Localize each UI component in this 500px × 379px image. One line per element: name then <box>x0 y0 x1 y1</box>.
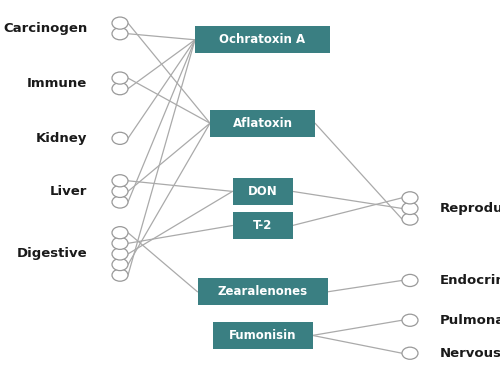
Circle shape <box>112 185 128 197</box>
Text: Carcinogen: Carcinogen <box>4 22 87 35</box>
Circle shape <box>402 202 418 215</box>
Circle shape <box>112 237 128 249</box>
Circle shape <box>112 17 128 29</box>
Text: T-2: T-2 <box>253 219 272 232</box>
Circle shape <box>402 347 418 359</box>
Text: DON: DON <box>248 185 278 198</box>
FancyBboxPatch shape <box>210 110 315 137</box>
Circle shape <box>402 192 418 204</box>
Text: Kidney: Kidney <box>36 132 88 145</box>
Text: Zearalenones: Zearalenones <box>218 285 308 298</box>
FancyBboxPatch shape <box>232 178 292 205</box>
Text: Endocrine: Endocrine <box>440 274 500 287</box>
Circle shape <box>402 274 418 287</box>
FancyBboxPatch shape <box>195 26 330 53</box>
Text: Liver: Liver <box>50 185 88 198</box>
Circle shape <box>112 175 128 187</box>
FancyBboxPatch shape <box>212 322 312 349</box>
Text: Digestive: Digestive <box>17 247 88 260</box>
Text: Ochratoxin A: Ochratoxin A <box>220 33 306 46</box>
Circle shape <box>112 227 128 239</box>
Text: Reproductive: Reproductive <box>440 202 500 215</box>
FancyBboxPatch shape <box>232 212 292 239</box>
Text: Pulmonary: Pulmonary <box>440 314 500 327</box>
Circle shape <box>402 314 418 326</box>
Circle shape <box>112 248 128 260</box>
Text: Aflatoxin: Aflatoxin <box>232 117 292 130</box>
Text: Fumonisin: Fumonisin <box>229 329 296 342</box>
Circle shape <box>112 132 128 144</box>
Circle shape <box>112 196 128 208</box>
Circle shape <box>112 28 128 40</box>
Circle shape <box>112 258 128 271</box>
Circle shape <box>112 72 128 84</box>
Text: Immune: Immune <box>27 77 88 90</box>
Circle shape <box>112 269 128 281</box>
Circle shape <box>112 83 128 95</box>
Circle shape <box>402 213 418 225</box>
Text: Nervous: Nervous <box>440 347 500 360</box>
FancyBboxPatch shape <box>198 278 328 305</box>
